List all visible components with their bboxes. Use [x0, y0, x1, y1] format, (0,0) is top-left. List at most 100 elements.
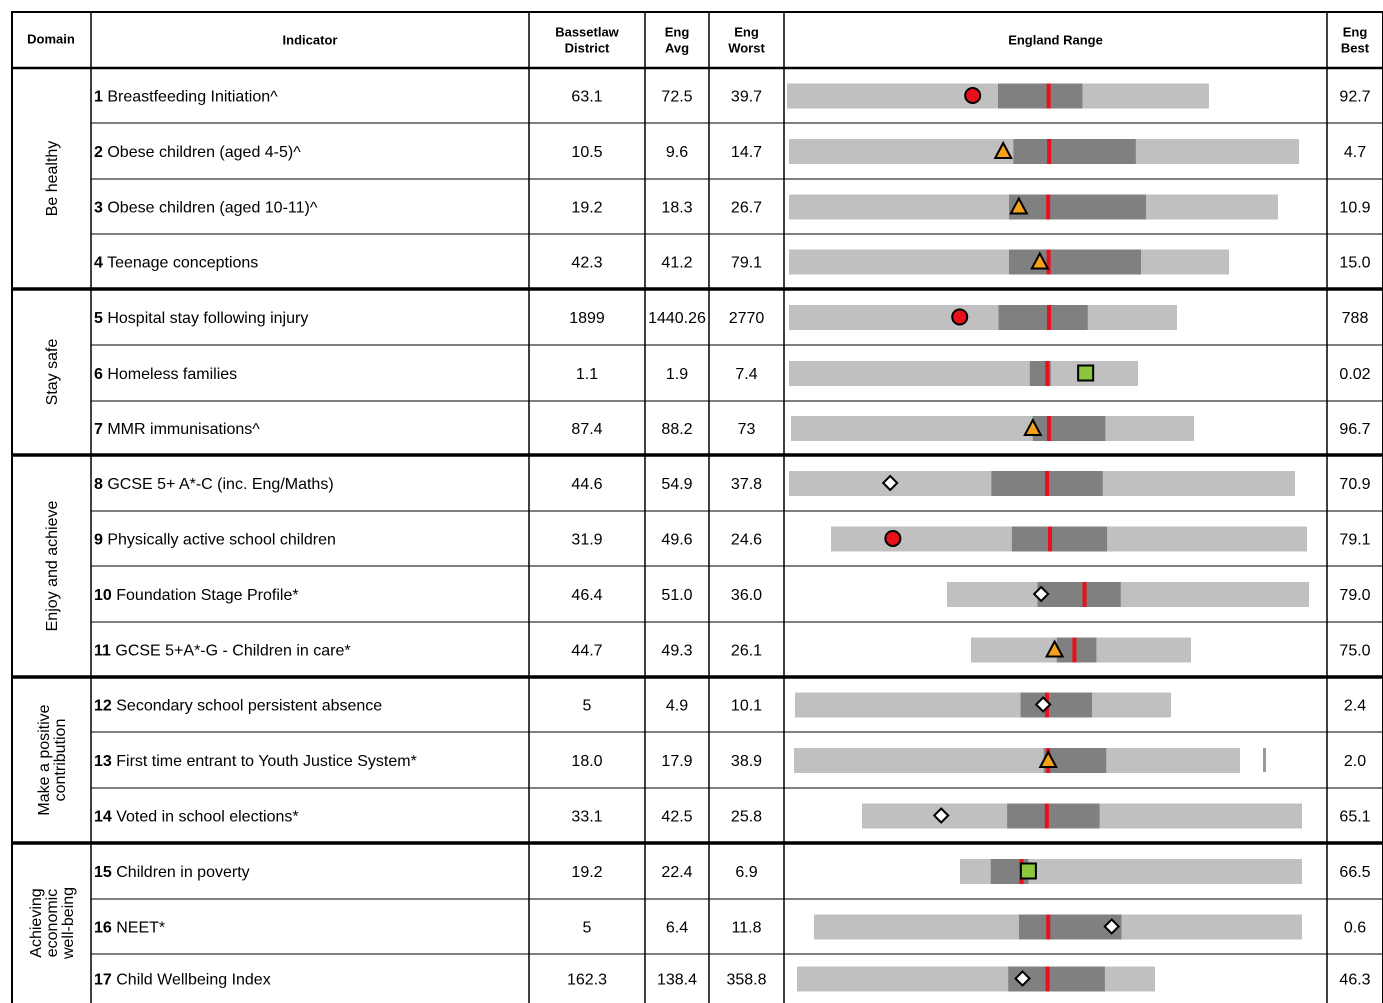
header-england-range: England Range: [1008, 33, 1103, 48]
domain-label-line: Enjoy and achieve: [44, 501, 61, 632]
eng-worst-value: 36.0: [731, 587, 762, 604]
district-marker-square: [1077, 364, 1095, 382]
domain-label-line: contribution: [52, 719, 69, 802]
table-row: 15 Children in poverty 19.2 22.4 6.9 66.5: [94, 859, 1371, 884]
table-grid: [11, 11, 1383, 1003]
eng-worst-value: 26.1: [731, 643, 762, 660]
eng-worst-value: 2770: [729, 310, 765, 327]
eng-best-value: 2.4: [1344, 698, 1366, 715]
header-eng-best-line1: Eng: [1343, 25, 1368, 40]
indicator-label: 7 MMR immunisations^: [94, 421, 260, 438]
england-average-line: [1082, 582, 1087, 607]
range-bar: [795, 692, 1171, 718]
domain-label-3: Make a positive contribution: [36, 704, 69, 815]
header-domain: Domain: [27, 32, 75, 47]
district-value: 31.9: [571, 532, 602, 549]
england-average-line: [1044, 803, 1049, 829]
indicator-label: 12 Secondary school persistent absence: [94, 698, 382, 715]
england-average-line: [1046, 416, 1051, 441]
header-eng-best-line2: Best: [1341, 41, 1370, 56]
indicator-label: 5 Hospital stay following injury: [94, 310, 308, 327]
interquartile-bar: [1013, 139, 1136, 164]
england-average-line: [1046, 83, 1051, 109]
table-row: 9 Physically active school children 31.9 4…: [94, 526, 1371, 552]
indicator-name: First time entrant to Youth Justice Syst…: [112, 753, 417, 770]
eng-avg-value: 22.4: [661, 864, 692, 881]
district-value: 162.3: [567, 972, 607, 989]
district-value: 1899: [569, 310, 605, 327]
indicator-name: Homeless families: [103, 366, 237, 383]
district-marker-diamond: [1103, 918, 1121, 935]
eng-avg-value: 1440.26: [648, 310, 706, 327]
england-average-line: [1046, 914, 1051, 940]
table-border: [11, 11, 1383, 1003]
district-value: 19.2: [571, 864, 602, 881]
eng-best-value: 15.0: [1339, 255, 1370, 272]
interquartile-bar: [998, 83, 1083, 109]
eng-best-value: 70.9: [1339, 476, 1370, 493]
indicator-number: 8: [94, 476, 103, 493]
indicator-label: 6 Homeless families: [94, 366, 237, 383]
header-eng-avg-line2: Avg: [665, 41, 689, 56]
eng-worst-value: 7.4: [735, 366, 757, 383]
district-marker-diamond: [932, 807, 950, 824]
eng-best-value: 79.1: [1339, 532, 1370, 549]
eng-best-value: 96.7: [1339, 421, 1370, 438]
indicator-name: Obese children (aged 10-11)^: [103, 200, 318, 217]
district-marker-triangle: [1030, 251, 1050, 270]
indicator-label: 11 GCSE 5+A*-G - Children in care*: [94, 643, 351, 660]
indicator-label: 3 Obese children (aged 10-11)^: [94, 200, 318, 217]
indicator-name: GCSE 5+A*-G - Children in care*: [111, 643, 351, 660]
district-marker-triangle: [1009, 196, 1029, 215]
domain-label-1: Stay safe: [44, 339, 61, 406]
eng-worst-value: 24.6: [731, 532, 762, 549]
indicator-name: Breastfeeding Initiation^: [103, 89, 278, 106]
range-bar: [791, 416, 1194, 441]
interquartile-bar: [1032, 416, 1106, 441]
eng-worst-value: 38.9: [731, 753, 762, 770]
table-row: 5 Hospital stay following injury 1899 1440…: [94, 305, 1368, 330]
table-row: 3 Obese children (aged 10-11)^ 19.2 18.3 26…: [94, 194, 1371, 220]
district-marker-diamond: [881, 474, 899, 492]
indicator-label: 14 Voted in school elections*: [94, 809, 299, 826]
interquartile-bar: [1037, 582, 1121, 607]
eng-worst-value: 6.9: [735, 864, 757, 881]
eng-avg-value: 42.5: [661, 809, 692, 826]
england-average-line: [1045, 471, 1050, 496]
indicator-label: 10 Foundation Stage Profile*: [94, 587, 299, 604]
eng-avg-value: 138.4: [657, 972, 697, 989]
domain-label-line: Stay safe: [44, 339, 61, 406]
district-marker-diamond: [1034, 696, 1052, 713]
table-row: 12 Secondary school persistent absence 5 4…: [94, 692, 1366, 718]
district-value: 87.4: [571, 421, 602, 438]
district-value: 33.1: [571, 809, 602, 826]
indicator-name: Child Wellbeing Index: [112, 972, 271, 989]
england-average-line: [1072, 637, 1077, 663]
england-average-line: [1046, 249, 1051, 275]
eng-worst-value: 79.1: [731, 255, 762, 272]
eng-avg-value: 4.9: [666, 698, 688, 715]
table-row: 8 GCSE 5+ A*-C (inc. Eng/Maths) 44.6 54.9 3…: [94, 471, 1371, 496]
indicator-number: 6: [94, 366, 103, 383]
domain-label-line: Make a positive: [36, 704, 53, 815]
interquartile-bar: [1007, 803, 1100, 829]
indicator-name: Foundation Stage Profile*: [112, 587, 299, 604]
table-row: 7 MMR immunisations^ 87.4 88.2 73 96.7: [94, 416, 1371, 441]
interquartile-bar: [1011, 526, 1108, 552]
header-eng-worst-line1: Eng: [734, 25, 759, 40]
header-eng-worst-line2: Worst: [728, 41, 765, 56]
district-marker-diamond: [1032, 585, 1050, 603]
eng-best-value: 92.7: [1339, 89, 1370, 106]
england-average-line: [1045, 966, 1050, 992]
header-indicator: Indicator: [283, 33, 338, 48]
district-marker-circle: [884, 530, 902, 547]
district-value: 19.2: [571, 200, 602, 217]
district-value: 63.1: [571, 89, 602, 106]
indicator-label: 8 GCSE 5+ A*-C (inc. Eng/Maths): [94, 476, 334, 493]
indicator-label: 2 Obese children (aged 4-5)^: [94, 144, 301, 161]
table-row: 17 Child Wellbeing Index 162.3 138.4 358.8 4…: [94, 966, 1371, 992]
indicator-name: Physically active school children: [103, 532, 336, 549]
